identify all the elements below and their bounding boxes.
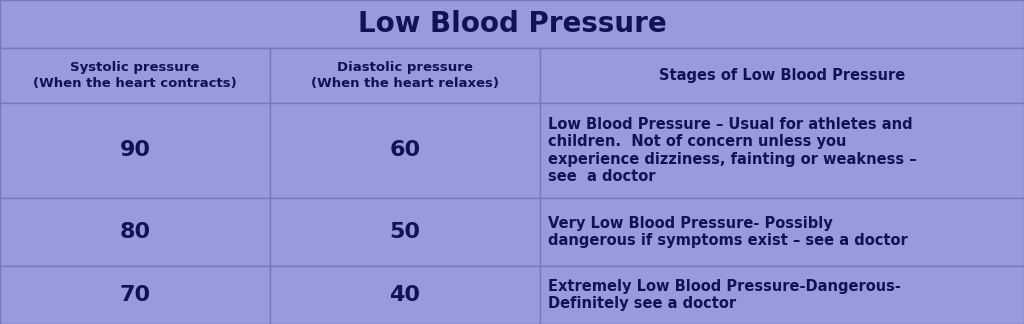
Text: Low Blood Pressure – Usual for athletes and
children.  Not of concern unless you: Low Blood Pressure – Usual for athletes … [548,117,916,184]
Text: Extremely Low Blood Pressure-Dangerous-
Definitely see a doctor: Extremely Low Blood Pressure-Dangerous- … [548,279,901,311]
Text: 50: 50 [389,222,421,242]
Bar [540,266,1024,324]
Bar [0,266,270,324]
Bar [540,198,1024,266]
Text: 60: 60 [389,141,421,160]
Text: Systolic pressure
(When the heart contracts): Systolic pressure (When the heart contra… [33,62,237,89]
Text: 90: 90 [120,141,151,160]
Bar [270,48,540,103]
Bar [0,103,270,198]
Text: Low Blood Pressure: Low Blood Pressure [357,10,667,38]
Text: 70: 70 [120,285,151,305]
Text: 80: 80 [120,222,151,242]
Text: Diastolic pressure
(When the heart relaxes): Diastolic pressure (When the heart relax… [311,62,499,89]
Text: 40: 40 [389,285,421,305]
Bar [270,103,540,198]
Bar [270,266,540,324]
Bar [270,198,540,266]
Bar [0,48,270,103]
Bar [0,0,1024,48]
Text: Stages of Low Blood Pressure: Stages of Low Blood Pressure [658,68,905,83]
Bar [540,48,1024,103]
Bar [0,198,270,266]
Text: Very Low Blood Pressure- Possibly
dangerous if symptoms exist – see a doctor: Very Low Blood Pressure- Possibly danger… [548,216,907,248]
Bar [540,103,1024,198]
